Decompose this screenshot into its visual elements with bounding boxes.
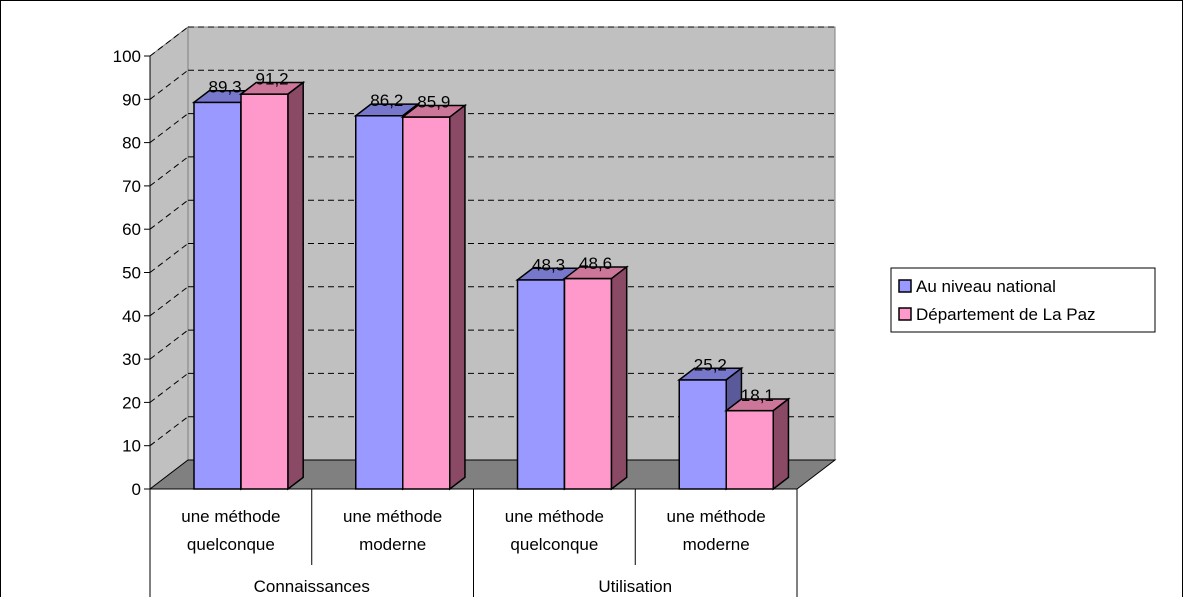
y-tick-label: 70	[122, 177, 141, 196]
bar-front-national	[678, 379, 727, 490]
group-label: Connaissances	[254, 577, 370, 596]
y-tick-label: 80	[122, 134, 141, 153]
y-tick-label: 40	[122, 307, 141, 326]
legend-swatch	[898, 279, 912, 293]
bar-front-la-paz	[563, 277, 613, 490]
gridline-side	[149, 69, 189, 100]
bar-front-national	[193, 101, 242, 490]
gridline-side	[149, 286, 189, 317]
group-label: Utilisation	[598, 577, 672, 596]
category-label-line1: une méthode	[343, 507, 442, 526]
data-label: 89,3	[209, 78, 242, 97]
bar-front-la-paz	[240, 93, 289, 490]
category-label-line1: une méthode	[505, 507, 604, 526]
bar-front-la-paz	[725, 409, 774, 490]
data-label: 86,2	[370, 91, 403, 110]
y-tick-label: 90	[122, 90, 141, 109]
gridline-side	[149, 113, 189, 143]
data-label: 48,6	[579, 254, 612, 273]
gridline-side	[149, 329, 189, 360]
gridline-side	[149, 26, 189, 57]
bar-side	[610, 265, 628, 491]
category-label-line1: une méthode	[181, 507, 280, 526]
bar-side	[449, 103, 466, 491]
gridline-side	[149, 243, 189, 273]
legend	[890, 267, 1156, 333]
bar-side	[287, 80, 304, 491]
gridline-side	[149, 373, 189, 403]
y-tick-label: 100	[113, 47, 141, 66]
data-label: 85,9	[417, 92, 450, 111]
data-label: 91,2	[256, 70, 289, 89]
y-tick-label: 30	[122, 350, 141, 369]
category-label-line2: quelconque	[510, 535, 598, 554]
category-label-line1: une méthode	[667, 507, 766, 526]
bar-front-la-paz	[402, 116, 451, 490]
category-label-line2: moderne	[683, 535, 750, 554]
category-label-line2: moderne	[359, 535, 426, 554]
y-tick-label: 20	[122, 393, 141, 412]
y-tick-label: 50	[122, 264, 141, 283]
y-tick-label: 60	[122, 220, 141, 239]
bar-front-national	[355, 115, 404, 490]
bar-side	[772, 397, 790, 491]
category-label-line2: quelconque	[187, 535, 275, 554]
legend-label: Département de La Paz	[916, 305, 1096, 324]
gridline-side	[149, 199, 189, 230]
data-label: 18,1	[741, 386, 774, 405]
gridline-side	[149, 156, 189, 187]
legend-label: Au niveau national	[916, 277, 1056, 296]
y-tick-label: 0	[132, 480, 141, 499]
y-tick-label: 10	[122, 437, 141, 456]
bar-front-national	[516, 279, 566, 490]
data-label: 48,3	[532, 255, 565, 274]
data-label: 25,2	[694, 355, 727, 374]
gridline-side	[149, 416, 189, 447]
legend-swatch	[898, 307, 912, 321]
